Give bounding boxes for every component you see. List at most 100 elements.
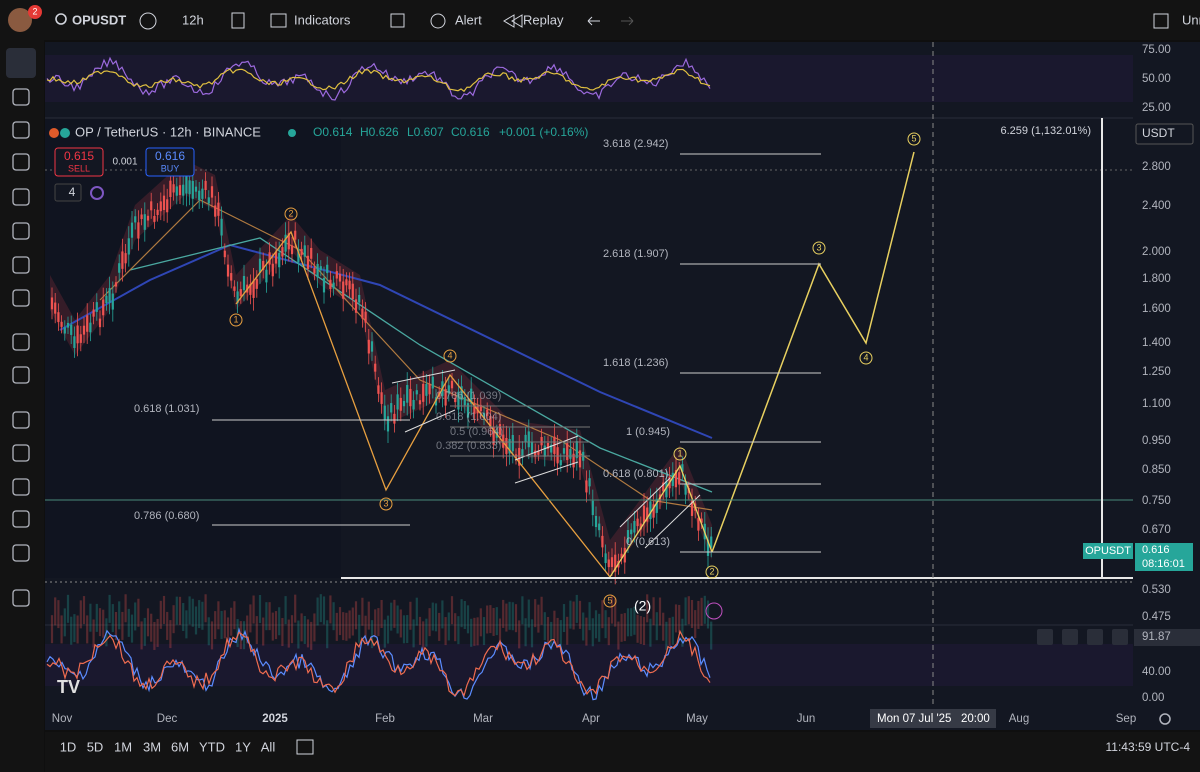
volume bbox=[668, 617, 671, 646]
alert-icon[interactable] bbox=[430, 13, 446, 29]
tool-button[interactable] bbox=[12, 544, 30, 562]
toolbar-right[interactable]: Unr bbox=[1182, 12, 1200, 27]
range-button[interactable]: 5D bbox=[87, 739, 104, 754]
volume bbox=[70, 616, 73, 645]
range-button[interactable]: 3M bbox=[143, 739, 161, 754]
tool-button[interactable] bbox=[12, 88, 30, 106]
search-icon[interactable] bbox=[55, 13, 67, 25]
volume bbox=[226, 617, 230, 646]
price-axis-label: 2.800 bbox=[1142, 161, 1171, 173]
chart-type[interactable] bbox=[231, 12, 245, 29]
volume bbox=[86, 615, 89, 644]
candle bbox=[610, 557, 614, 567]
candle bbox=[239, 289, 242, 297]
tool-button[interactable] bbox=[12, 333, 30, 351]
tool-button[interactable] bbox=[12, 153, 30, 171]
volume bbox=[262, 617, 265, 646]
replay-icon[interactable] bbox=[503, 14, 523, 28]
indicator-icon[interactable] bbox=[90, 186, 104, 200]
undo[interactable] bbox=[587, 16, 600, 26]
time-axis-label: Feb bbox=[375, 713, 395, 725]
range-button[interactable]: 1D bbox=[60, 739, 77, 754]
tv-logo: TV bbox=[57, 677, 80, 697]
candle bbox=[594, 515, 598, 528]
volume bbox=[444, 617, 447, 646]
indicator-toggle[interactable] bbox=[54, 183, 82, 202]
replay[interactable]: Replay bbox=[523, 12, 564, 27]
price-tag-countdown: 08:16:01 bbox=[1142, 558, 1185, 570]
volume bbox=[486, 605, 489, 634]
currency-select[interactable] bbox=[1135, 123, 1194, 145]
candle bbox=[566, 443, 569, 461]
candle bbox=[73, 336, 76, 348]
crosshair-tool[interactable] bbox=[6, 48, 36, 78]
candle bbox=[652, 504, 655, 518]
pane-button[interactable] bbox=[1062, 629, 1078, 645]
indicators[interactable]: Indicators bbox=[294, 12, 351, 27]
avatar[interactable] bbox=[8, 8, 32, 32]
range-button[interactable]: 6M bbox=[171, 739, 189, 754]
layouts[interactable] bbox=[390, 13, 405, 28]
tool-button[interactable] bbox=[12, 510, 30, 528]
tool-button[interactable] bbox=[12, 589, 30, 607]
pane-button[interactable] bbox=[1112, 629, 1128, 645]
range-button[interactable]: 1M bbox=[114, 739, 132, 754]
price-axis-label: 2.000 bbox=[1142, 246, 1171, 258]
tool-button[interactable] bbox=[12, 121, 30, 139]
candle bbox=[166, 199, 169, 213]
tool-button[interactable] bbox=[12, 478, 30, 496]
volume bbox=[521, 596, 524, 625]
candle bbox=[252, 280, 255, 298]
tool-button[interactable] bbox=[12, 256, 30, 274]
candle bbox=[633, 520, 636, 533]
candle bbox=[482, 412, 486, 419]
indicators-icon[interactable] bbox=[270, 13, 287, 28]
volume bbox=[422, 621, 425, 650]
volume bbox=[143, 617, 146, 646]
candle bbox=[425, 383, 428, 396]
candle bbox=[124, 253, 127, 264]
wave-marker bbox=[859, 351, 873, 365]
candle bbox=[402, 400, 406, 407]
buy-button[interactable] bbox=[145, 147, 195, 177]
tool-button[interactable] bbox=[12, 411, 30, 429]
settings[interactable] bbox=[1159, 713, 1171, 725]
volume bbox=[310, 621, 313, 650]
candle bbox=[223, 250, 226, 258]
volume bbox=[633, 606, 636, 635]
candle bbox=[377, 385, 380, 394]
range-button[interactable]: 1Y bbox=[235, 739, 251, 754]
wave-label: 5 bbox=[607, 595, 612, 605]
candle bbox=[198, 190, 201, 201]
tool-button[interactable] bbox=[12, 188, 30, 206]
date-range-icon[interactable] bbox=[296, 739, 314, 755]
bottom-bar bbox=[45, 732, 1200, 772]
symbol[interactable]: OPUSDT bbox=[72, 12, 126, 27]
time-axis-label: 2025 bbox=[262, 713, 288, 725]
range-button[interactable]: All bbox=[261, 739, 276, 754]
pane-button[interactable] bbox=[1037, 629, 1053, 645]
candle bbox=[460, 386, 463, 401]
interval[interactable]: 12h bbox=[182, 12, 204, 27]
alert[interactable]: Alert bbox=[455, 12, 482, 27]
candle bbox=[114, 282, 118, 287]
tool-button[interactable] bbox=[12, 289, 30, 307]
tool-button[interactable] bbox=[12, 222, 30, 240]
add-symbol[interactable] bbox=[139, 12, 157, 30]
pane-button[interactable] bbox=[1087, 629, 1103, 645]
candle bbox=[66, 322, 70, 328]
candle bbox=[354, 299, 358, 313]
candle bbox=[121, 251, 124, 269]
range-button[interactable]: YTD bbox=[199, 739, 225, 754]
sell-button[interactable] bbox=[54, 147, 104, 177]
tool-button[interactable] bbox=[12, 444, 30, 462]
redo[interactable] bbox=[621, 16, 634, 26]
event-icon[interactable] bbox=[705, 602, 723, 620]
candle bbox=[450, 380, 454, 389]
tool-button[interactable] bbox=[12, 366, 30, 384]
fullscreen[interactable] bbox=[1153, 13, 1169, 29]
wave-label: 2 bbox=[288, 208, 293, 218]
volume bbox=[572, 601, 575, 630]
volume bbox=[268, 602, 271, 631]
volume bbox=[460, 599, 463, 628]
